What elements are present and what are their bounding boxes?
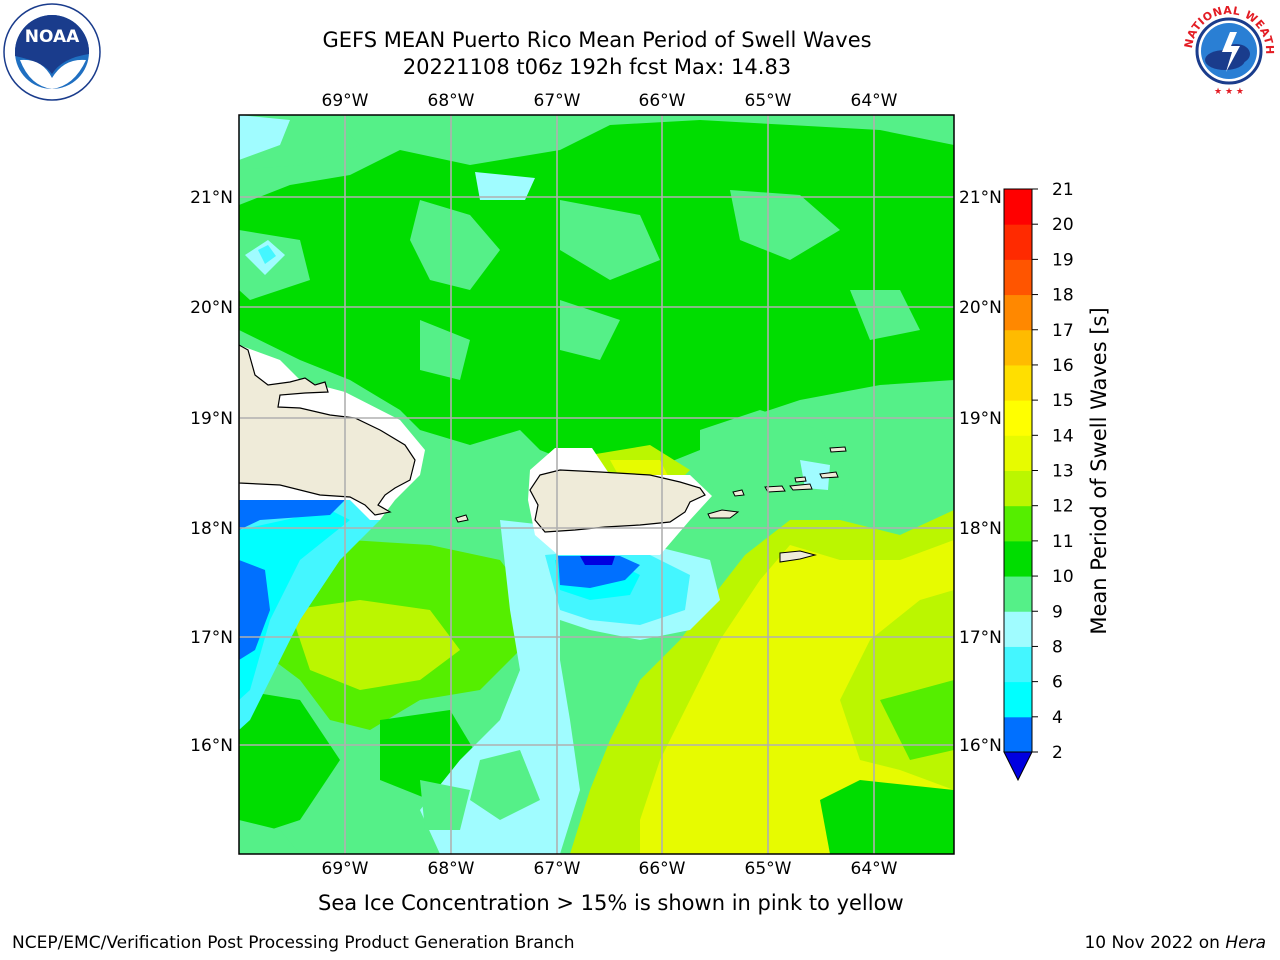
svg-text:★ ★ ★: ★ ★ ★ — [1214, 87, 1244, 97]
lat-labels-right: 21°N 20°N 19°N 18°N 17°N 16°N — [959, 188, 1002, 756]
lat-label: 16°N — [190, 736, 233, 756]
colorbar-tick-label: 15 — [1052, 391, 1074, 411]
lat-label: 17°N — [190, 628, 233, 648]
footer-branch: NCEP/EMC/Verification Post Processing Pr… — [12, 933, 575, 953]
sea-ice-note: Sea Ice Concentration > 15% is shown in … — [318, 891, 904, 915]
lat-label: 21°N — [190, 188, 233, 208]
colorbar-tick-label: 6 — [1052, 673, 1063, 693]
colorbar-tick-label: 4 — [1052, 708, 1063, 728]
colorbar-segment — [1004, 611, 1032, 647]
nws-logo: NATIONAL WEATHER SERVICE ★ ★ ★ — [1175, 0, 1278, 100]
lon-label: 65°W — [745, 91, 792, 111]
lat-label: 19°N — [190, 409, 233, 429]
lat-label: 20°N — [959, 298, 1002, 318]
lon-label: 69°W — [322, 859, 369, 879]
colorbar-tick-label: 8 — [1052, 637, 1063, 657]
lon-labels-bottom: 69°W 68°W 67°W 66°W 65°W 64°W — [322, 859, 898, 879]
lon-label: 65°W — [745, 859, 792, 879]
noaa-logo: NOAA — [2, 2, 102, 102]
colorbar-segment — [1004, 224, 1032, 260]
lat-labels-left: 21°N 20°N 19°N 18°N 17°N 16°N — [190, 188, 233, 756]
colorbar-tick-label: 2 — [1052, 743, 1063, 763]
lon-label: 64°W — [851, 91, 898, 111]
colorbar-segment — [1004, 294, 1032, 331]
colorbar-segment — [1004, 435, 1032, 471]
colorbar: 2 4 6 8 9 10 11 12 13 14 15 16 17 18 19 20 21 — [1003, 180, 1074, 782]
colorbar-tick-label: 14 — [1052, 426, 1074, 446]
noaa-logo-text: NOAA — [25, 27, 80, 47]
colorbar-segment — [1004, 329, 1032, 366]
colorbar-tick-label: 12 — [1052, 497, 1074, 517]
lat-label: 19°N — [959, 409, 1002, 429]
colorbar-segment — [1004, 716, 1032, 753]
colorbar-segment — [1004, 681, 1032, 718]
lat-label: 21°N — [959, 188, 1002, 208]
colorbar-segment — [1004, 364, 1032, 401]
lat-label: 18°N — [959, 519, 1002, 539]
lon-labels-top: 69°W 68°W 67°W 66°W 65°W 64°W — [322, 91, 898, 111]
colorbar-segment — [1004, 576, 1032, 612]
colorbar-tick-label: 17 — [1052, 321, 1074, 341]
lat-label: 17°N — [959, 628, 1002, 648]
colorbar-tick-label: 9 — [1052, 602, 1063, 622]
map-frame — [238, 114, 955, 855]
footer-machine: Hera — [1225, 933, 1266, 953]
footer-date-text: 10 Nov 2022 on — [1084, 933, 1226, 953]
colorbar-tick-label: 11 — [1052, 532, 1074, 552]
graticule — [239, 115, 954, 854]
colorbar-segment — [1004, 400, 1032, 436]
colorbar-tick-label: 21 — [1052, 180, 1074, 200]
lon-label: 67°W — [534, 91, 581, 111]
colorbar-label: Mean Period of Swell Waves [s] — [1087, 307, 1111, 634]
colorbar-segment — [1004, 470, 1032, 507]
colorbar-tick-label: 20 — [1052, 215, 1074, 235]
lon-label: 67°W — [534, 859, 581, 879]
lon-label: 66°W — [639, 91, 686, 111]
colorbar-tick-label: 16 — [1052, 356, 1074, 376]
colorbar-tick-label: 13 — [1052, 462, 1074, 482]
lon-label: 64°W — [851, 859, 898, 879]
colorbar-segment — [1004, 189, 1032, 225]
chart-title: GEFS MEAN Puerto Rico Mean Period of Swe… — [322, 28, 872, 52]
colorbar-segment — [1004, 259, 1032, 296]
lon-label: 66°W — [639, 859, 686, 879]
colorbar-tick-label: 19 — [1052, 250, 1074, 270]
lat-label: 18°N — [190, 519, 233, 539]
colorbar-tick-label: 10 — [1052, 567, 1074, 587]
lon-label: 69°W — [322, 91, 369, 111]
chart-subtitle: 20221108 t06z 192h fcst Max: 14.83 — [402, 55, 792, 79]
colorbar-segment — [1004, 540, 1032, 577]
colorbar-tick-label: 18 — [1052, 286, 1074, 306]
colorbar-segment — [1004, 505, 1032, 542]
footer-date: 10 Nov 2022 on Hera — [1084, 933, 1266, 953]
colorbar-segment — [1004, 646, 1032, 683]
lat-label: 16°N — [959, 736, 1002, 756]
lat-label: 20°N — [190, 298, 233, 318]
colorbar-extend — [1003, 751, 1033, 782]
lon-label: 68°W — [428, 859, 475, 879]
lon-label: 68°W — [428, 91, 475, 111]
